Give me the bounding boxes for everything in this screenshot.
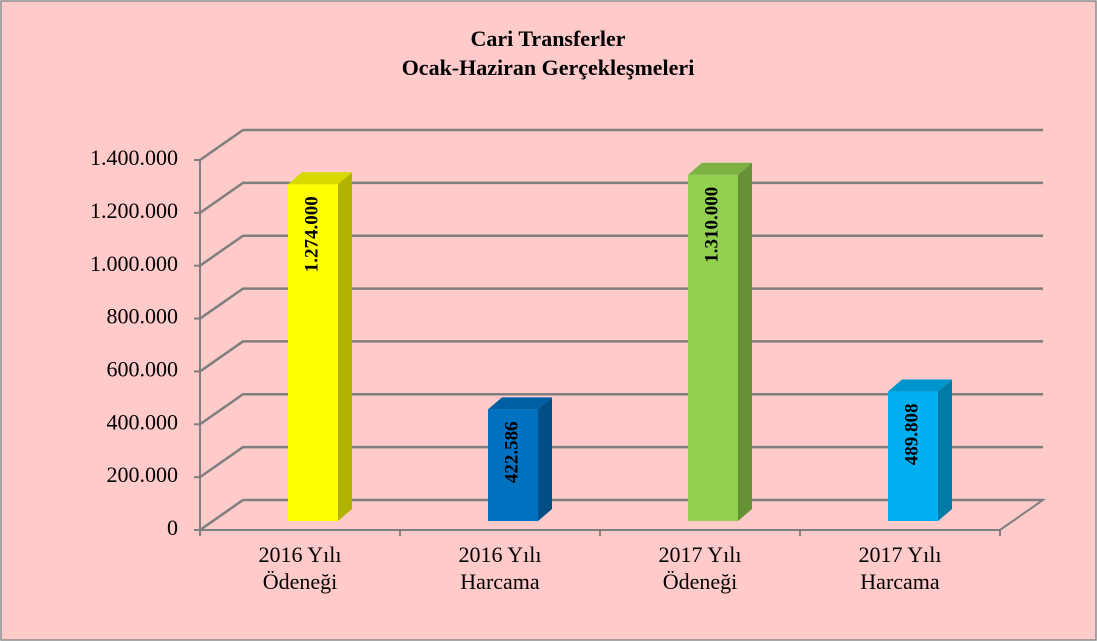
grid-line [199, 393, 1043, 426]
value-label: 1.310.000 [701, 187, 722, 263]
grid-line [199, 181, 1043, 214]
bar [288, 184, 338, 522]
x-tick-label: Harcama [860, 569, 940, 594]
grid-line [199, 234, 1043, 267]
y-tick-label: 1.200.000 [90, 198, 178, 223]
y-tick-label: 400.000 [107, 409, 179, 434]
bar-top [288, 172, 352, 185]
x-tick-label: 2017 Yılı [859, 542, 942, 567]
y-tick-label: 1.000.000 [90, 251, 178, 276]
y-tick-label: 1.400.000 [90, 145, 178, 170]
bar [888, 391, 938, 521]
x-tick-label: 2017 Yılı [659, 542, 742, 567]
bar-top [488, 397, 552, 410]
bar-side [538, 397, 552, 521]
x-tick-label: 2016 Yılı [459, 542, 542, 567]
value-label: 489.808 [901, 404, 922, 466]
y-tick-label: 0 [167, 515, 178, 540]
bar-side [938, 379, 952, 521]
x-tick-label: Ödeneği [263, 569, 338, 594]
chart-title: Cari Transferler [471, 26, 626, 51]
bar [688, 174, 738, 522]
bar-top-shade [688, 162, 752, 175]
bar-top-shade [488, 397, 552, 410]
bar-side [338, 172, 352, 522]
grid-line [199, 445, 1043, 479]
bar-side-shade [338, 172, 352, 522]
value-label: 1.274.000 [301, 196, 322, 272]
y-tick-label: 600.000 [107, 356, 179, 381]
chart-subtitle: Ocak-Haziran Gerçekleşmeleri [402, 55, 695, 80]
x-tick-label: 2016 Yılı [259, 542, 342, 567]
grid-line [199, 287, 1043, 320]
y-tick-label: 200.000 [107, 462, 179, 487]
bar-top-shade [888, 379, 952, 392]
y-tick-label: 800.000 [107, 304, 179, 329]
bar-side-shade [938, 379, 952, 521]
bar [488, 409, 538, 521]
grid-line [199, 340, 1043, 373]
bar-side [738, 162, 752, 522]
bar-top-shade [288, 172, 352, 185]
grid-line [199, 498, 1043, 532]
bar-side-shade [738, 162, 752, 522]
bar-top [688, 162, 752, 175]
bar-side-shade [538, 397, 552, 521]
x-tick-label: Harcama [460, 569, 540, 594]
x-tick-label: Ödeneği [663, 569, 738, 594]
value-label: 422.586 [501, 421, 522, 483]
bar-top [888, 379, 952, 392]
grid-line [199, 128, 1043, 162]
